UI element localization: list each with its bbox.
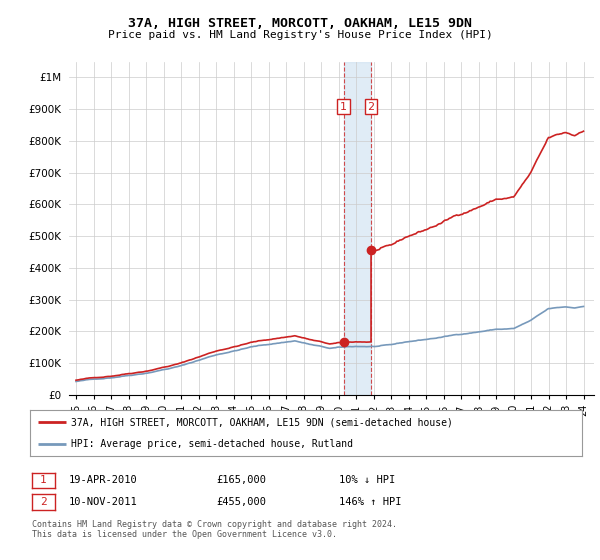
- Text: 10% ↓ HPI: 10% ↓ HPI: [339, 475, 395, 486]
- Text: 146% ↑ HPI: 146% ↑ HPI: [339, 497, 401, 507]
- Text: 1: 1: [340, 101, 347, 111]
- Text: HPI: Average price, semi-detached house, Rutland: HPI: Average price, semi-detached house,…: [71, 440, 353, 450]
- Text: 2: 2: [40, 497, 47, 507]
- Text: 37A, HIGH STREET, MORCOTT, OAKHAM, LE15 9DN (semi-detached house): 37A, HIGH STREET, MORCOTT, OAKHAM, LE15 …: [71, 417, 453, 427]
- Text: 10-NOV-2011: 10-NOV-2011: [69, 497, 138, 507]
- Text: 2: 2: [367, 101, 374, 111]
- Text: 37A, HIGH STREET, MORCOTT, OAKHAM, LE15 9DN: 37A, HIGH STREET, MORCOTT, OAKHAM, LE15 …: [128, 17, 472, 30]
- Text: £165,000: £165,000: [216, 475, 266, 486]
- Text: Price paid vs. HM Land Registry's House Price Index (HPI): Price paid vs. HM Land Registry's House …: [107, 30, 493, 40]
- Text: Contains HM Land Registry data © Crown copyright and database right 2024.
This d: Contains HM Land Registry data © Crown c…: [32, 520, 397, 539]
- Text: 1: 1: [40, 475, 47, 486]
- Text: 19-APR-2010: 19-APR-2010: [69, 475, 138, 486]
- Text: £455,000: £455,000: [216, 497, 266, 507]
- Bar: [344, 62, 371, 395]
